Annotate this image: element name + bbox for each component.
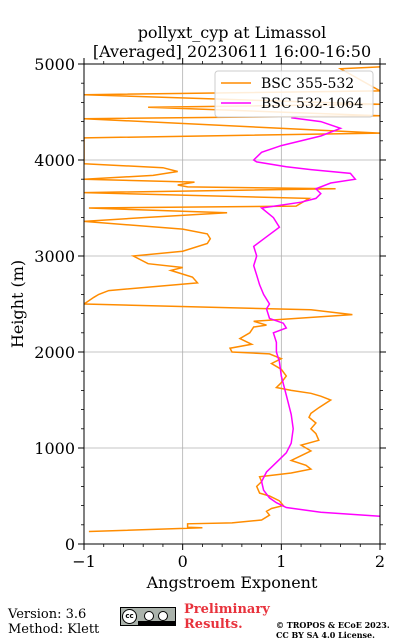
x-axis-label: Angstroem Exponent	[146, 573, 318, 592]
preliminary-notice: Preliminary Results.	[184, 602, 270, 632]
y-tick-label: 4000	[34, 151, 75, 170]
y-tick-label: 1000	[34, 439, 75, 458]
badge-bar	[138, 621, 176, 626]
x-tick-label: 2	[375, 552, 385, 571]
preliminary-line2: Results.	[184, 617, 243, 632]
version-text: Version: 3.6	[8, 607, 87, 622]
series-line-bsc-532-1064	[252, 117, 380, 517]
series-line-bsc-355-532	[84, 66, 380, 533]
legend: BSC 355-532 BSC 532-1064	[214, 70, 374, 118]
cc-logo-icon: cc	[122, 609, 137, 624]
y-axis-label: Height (m)	[8, 260, 27, 348]
y-tick-label: 5000	[34, 55, 75, 74]
chart-title-line1: pollyxt_cyp at Limassol	[138, 23, 327, 42]
method-text: Method: Klett	[8, 622, 100, 637]
copyright-line2: CC BY SA 4.0 License.	[276, 630, 375, 640]
x-tick-label: −1	[72, 552, 96, 571]
preliminary-line1: Preliminary	[184, 602, 270, 617]
copyright-notice: © TROPOS & ECoE 2023. CC BY SA 4.0 Licen…	[276, 620, 400, 640]
cc-by-sa-icon: cc	[120, 607, 176, 626]
legend-label-bsc-532-1064: BSC 532-1064	[261, 96, 363, 112]
share-alike-icon	[158, 611, 168, 621]
plot-frame	[83, 63, 381, 545]
y-tick-label: 2000	[34, 343, 75, 362]
chart-title-line2: [Averaged] 20230611 16:00-16:50	[93, 42, 371, 61]
copyright-line1: © TROPOS & ECoE 2023.	[276, 620, 390, 630]
series-group	[84, 66, 380, 533]
x-tick-label: 0	[178, 552, 188, 571]
legend-label-bsc-355-532: BSC 355-532	[261, 76, 354, 92]
x-tick-label: 1	[276, 552, 286, 571]
legend-box	[214, 70, 374, 118]
y-tick-label: 0	[65, 535, 75, 554]
attribution-icon	[144, 611, 154, 621]
y-tick-label: 3000	[34, 247, 75, 266]
